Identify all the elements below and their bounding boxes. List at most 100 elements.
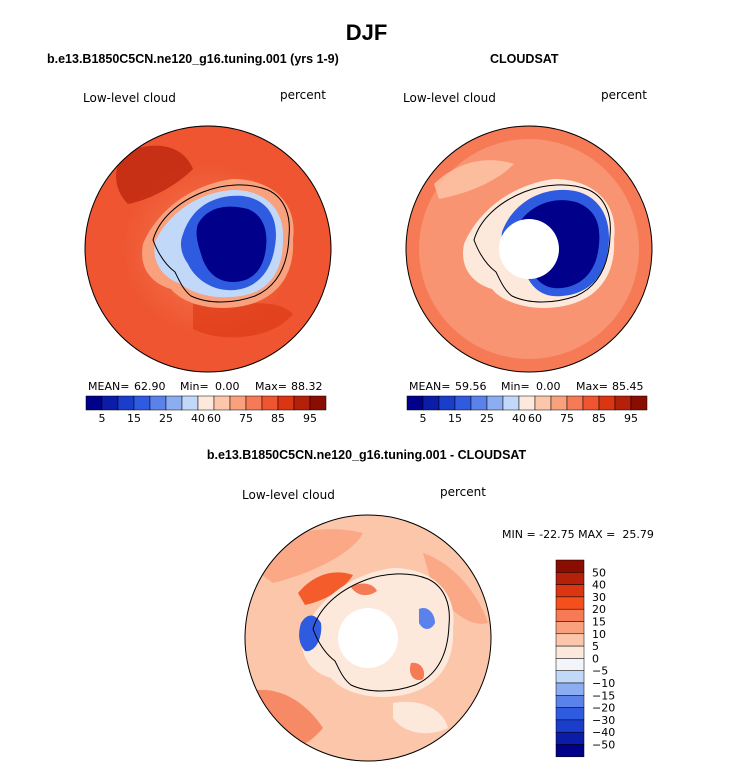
obs-min-label: Min=: [501, 380, 530, 393]
colorbar-box: [550, 395, 568, 411]
obs-variable-label: Low-level cloud: [403, 91, 496, 105]
colorbar-tick-label: −40: [592, 726, 615, 739]
colorbar-tick-label: 5: [99, 412, 106, 425]
colorbar-tick-label: 60: [207, 412, 221, 425]
colorbar-tick-label: −50: [592, 739, 615, 752]
colorbar-tick-label: 0: [592, 652, 599, 665]
colorbar-box: [555, 572, 585, 585]
model-min-label: Min=: [180, 380, 209, 393]
colorbar-tick-label: 15: [448, 412, 462, 425]
colorbar-box: [101, 395, 119, 411]
model-min-value: 0.00: [215, 380, 240, 393]
colorbar-box: [422, 395, 440, 411]
diff-title: b.e13.B1850C5CN.ne120_g16.tuning.001 - C…: [206, 448, 527, 462]
obs-map: [405, 125, 653, 373]
obs-title: CLOUDSAT: [490, 52, 559, 66]
colorbar-tick-label: −15: [592, 689, 615, 702]
colorbar-tick-label: −10: [592, 677, 615, 690]
colorbar-box: [555, 744, 585, 758]
colorbar-box: [229, 395, 247, 411]
obs-mean-value: 59.56: [455, 380, 487, 393]
colorbar-box: [555, 707, 585, 721]
colorbar-box: [117, 395, 135, 411]
model-variable-label: Low-level cloud: [83, 91, 176, 105]
colorbar-tick-label: 40: [512, 412, 526, 425]
colorbar-box: [555, 596, 585, 610]
colorbar-box: [555, 695, 585, 708]
colorbar-tick-label: 95: [303, 412, 317, 425]
colorbar-box: [518, 395, 536, 411]
colorbar-tick-label: −20: [592, 702, 615, 715]
colorbar-tick-label: 40: [191, 412, 205, 425]
colorbar-tick-label: 75: [239, 412, 253, 425]
model-max-value: 88.32: [291, 380, 323, 393]
colorbar-box: [277, 395, 295, 411]
colorbar-box: [197, 395, 215, 411]
obs-units-label: percent: [601, 88, 647, 102]
model-units-label: percent: [280, 88, 326, 102]
colorbar-tick-label: 50: [592, 566, 606, 579]
obs-max-label: Max=: [576, 380, 608, 393]
colorbar-box: [555, 645, 585, 659]
colorbar-box: [149, 395, 167, 411]
colorbar-box: [555, 608, 585, 622]
model-map: [84, 125, 332, 373]
colorbar-box: [598, 395, 616, 411]
colorbar-box: [165, 395, 183, 411]
model-mean-value: 62.90: [134, 380, 166, 393]
model-mean-label: MEAN=: [88, 380, 130, 393]
colorbar-box: [566, 395, 584, 411]
colorbar-tick-label: 95: [624, 412, 638, 425]
colorbar-tick-label: 40: [592, 579, 606, 592]
colorbar-tick-label: 15: [592, 616, 606, 629]
colorbar-box: [555, 658, 585, 671]
colorbar-box: [630, 395, 648, 411]
season-title: DJF: [345, 20, 388, 45]
colorbar-tick-label: −30: [592, 714, 615, 727]
model-colorbar: 5 15 25 40 60 75 85 95: [85, 395, 327, 425]
colorbar-box: [555, 719, 585, 733]
colorbar-box: [293, 395, 311, 411]
colorbar-box: [85, 395, 103, 411]
diff-variable-label: Low-level cloud: [242, 488, 335, 502]
diff-map: [244, 514, 492, 762]
colorbar-box: [309, 395, 327, 411]
colorbar-box: [213, 395, 231, 411]
colorbar-box: [555, 731, 585, 745]
model-max-label: Max=: [255, 380, 287, 393]
obs-min-value: 0.00: [536, 380, 561, 393]
colorbar-box: [555, 584, 585, 598]
colorbar-box: [555, 633, 585, 647]
colorbar-tick-label: 75: [560, 412, 574, 425]
colorbar-box: [133, 395, 151, 411]
obs-colorbar: 5 15 25 40 60 75 85 95: [406, 395, 648, 425]
colorbar-box: [454, 395, 472, 411]
colorbar-box: [534, 395, 552, 411]
colorbar-box: [438, 395, 456, 411]
colorbar-tick-label: 30: [592, 591, 606, 604]
colorbar-tick-label: 5: [592, 640, 599, 653]
colorbar-tick-label: 25: [159, 412, 173, 425]
colorbar-box: [486, 395, 504, 411]
colorbar-box: [502, 395, 520, 411]
colorbar-tick-label: 25: [480, 412, 494, 425]
colorbar-box: [181, 395, 199, 411]
diff-minmax-text: MIN = -22.75 MAX = 25.79: [502, 528, 654, 541]
colorbar-box: [245, 395, 263, 411]
diff-units-label: percent: [440, 485, 486, 499]
colorbar-box: [470, 395, 488, 411]
colorbar-box: [582, 395, 600, 411]
colorbar-tick-label: −5: [592, 665, 608, 678]
colorbar-tick-label: 15: [127, 412, 141, 425]
colorbar-box: [555, 559, 585, 573]
colorbar-box: [261, 395, 279, 411]
obs-max-value: 85.45: [612, 380, 644, 393]
colorbar-box: [614, 395, 632, 411]
colorbar-box: [555, 682, 585, 696]
colorbar-box: [555, 670, 585, 684]
colorbar-tick-label: 10: [592, 628, 606, 641]
colorbar-tick-label: 5: [420, 412, 427, 425]
colorbar-tick-label: 85: [271, 412, 285, 425]
obs-mean-label: MEAN=: [409, 380, 451, 393]
